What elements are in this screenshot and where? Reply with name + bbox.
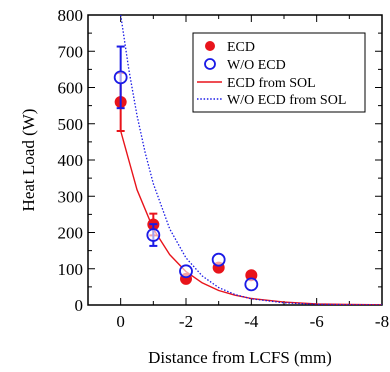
point-w-o-ecd (113, 70, 128, 85)
point-w-o-ecd (211, 252, 226, 267)
legend-label-ecd: ECD (227, 40, 255, 55)
legend-label-w-o-ecd: W/O ECD (227, 58, 286, 73)
x-axis-title: Distance from LCFS (mm) (148, 348, 332, 367)
legend: ECD W/O ECD ECD from SOL W/O ECD from SOL (192, 32, 366, 113)
x-tick-label: -2 (179, 312, 193, 331)
series-line-w-o-ecd-from-sol (120, 15, 382, 305)
point-w-o-ecd (244, 277, 259, 292)
y-tick-label: 800 (58, 6, 84, 25)
y-tick-label: 500 (58, 115, 84, 134)
y-tick-label: 400 (58, 151, 84, 170)
y-tick-label: 100 (58, 260, 84, 279)
y-tick-label: 700 (58, 42, 84, 61)
x-tick-label: -8 (375, 312, 389, 331)
legend-label-ecd-from-sol: ECD from SOL (227, 76, 316, 91)
legend-marker-w-o-ecd (204, 58, 216, 70)
y-tick-label: 600 (58, 79, 84, 98)
series-points (113, 45, 259, 292)
y-tick-label: 0 (75, 296, 84, 315)
axis-ticks: 0 100 200 300 400 500 600 700 800 0 -2 -4 -6 -8 (58, 6, 390, 331)
point-w-o-ecd (179, 264, 193, 279)
y-tick-label: 300 (58, 187, 84, 206)
x-tick-label: 0 (116, 312, 125, 331)
y-tick-label: 200 (58, 224, 84, 243)
legend-marker-ecd (205, 41, 215, 51)
legend-label-w-o-ecd-from-sol: W/O ECD from SOL (227, 93, 346, 108)
x-tick-label: -6 (310, 312, 324, 331)
legend-box (192, 32, 366, 113)
y-axis-title: Heat Load (W) (19, 109, 38, 212)
point-w-o-ecd (146, 228, 161, 242)
x-tick-label: -4 (244, 312, 259, 331)
